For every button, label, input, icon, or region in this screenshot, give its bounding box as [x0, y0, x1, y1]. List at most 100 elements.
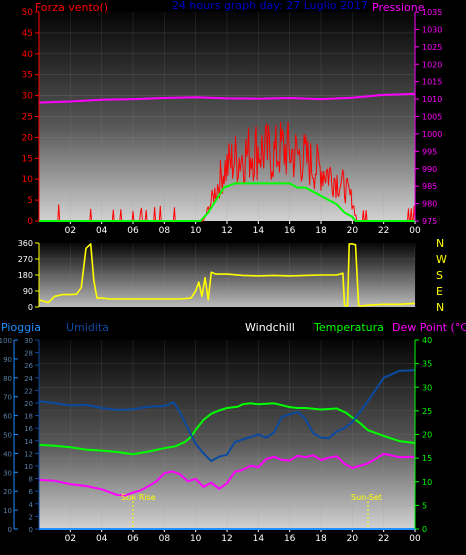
sunset-label: Sun Set: [351, 493, 382, 502]
x-tick-label: 16: [284, 534, 296, 544]
direction-grid: [39, 243, 416, 307]
x-tick-label: 22: [378, 226, 389, 236]
humidity-y-tick-label: 0: [29, 526, 33, 534]
sunset-marker: Sun Set: [351, 493, 382, 529]
pressure-y-tick-label: 1035: [422, 8, 442, 17]
humidity-y-tick-label: 30: [24, 337, 33, 345]
x-tick-label: 10: [190, 534, 202, 544]
rain-y-tick-label: 30: [3, 469, 12, 477]
wind-y-tick-label: 10: [22, 175, 34, 185]
temperature-y-tick-label: 10: [422, 478, 432, 487]
direction-plot-area: [39, 243, 415, 307]
pressure-y-tick-label: 1020: [422, 60, 442, 69]
temperature-legend: Temperatura: [313, 321, 384, 334]
x-tick-label: 16: [284, 226, 296, 236]
pressure-y-tick-label: 985: [422, 182, 437, 191]
temperature-y-axis: 0 5 10 15 20 25 30 35 40: [415, 336, 432, 534]
dewpoint-line: [38, 452, 416, 497]
humidity-y-tick-label: 12: [24, 450, 33, 458]
temperature-y-tick-label: 15: [422, 454, 432, 463]
pressure-y-tick-label: 995: [422, 147, 437, 156]
x-tick-label: 06: [127, 534, 139, 544]
pressure-y-tick-label: 1010: [422, 95, 442, 104]
wind-y-tick-label: 20: [22, 133, 34, 143]
pressure-y-tick-label: 980: [422, 200, 437, 209]
pressure-y-tick-label: 1015: [422, 78, 442, 87]
compass-label: S: [436, 269, 443, 282]
wind-y-tick-label: 0: [27, 217, 33, 227]
date-title: 24 hours graph day: 27 Luglio 2017: [172, 0, 368, 12]
x-tick-label: 08: [159, 534, 171, 544]
humidity-y-tick-label: 24: [24, 375, 33, 383]
pressure-y-tick-label: 1005: [422, 113, 442, 122]
direction-line: [38, 243, 416, 307]
temp-x-axis: 02 04 06 08 10 12 14 16 18 20 22 00: [65, 529, 421, 544]
x-tick-label: 18: [315, 534, 327, 544]
x-tick-label: 12: [221, 226, 232, 236]
temperature-y-tick-label: 40: [422, 336, 432, 345]
x-tick-label: 20: [347, 534, 359, 544]
temperature-y-tick-label: 5: [422, 501, 427, 510]
humidity-y-tick-label: 18: [24, 413, 33, 421]
humidity-y-tick-label: 14: [24, 438, 33, 446]
temperature-y-tick-label: 30: [422, 383, 432, 392]
compass-label: N: [436, 301, 444, 314]
pressure-y-tick-label: 975: [422, 217, 437, 226]
humidity-y-tick-label: 28: [24, 350, 33, 358]
rain-y-tick-label: 20: [3, 488, 12, 496]
rain-y-tick-label: 60: [3, 413, 12, 421]
x-tick-label: 22: [378, 534, 389, 544]
wind-y-tick-label: 45: [22, 29, 33, 39]
humidity-y-tick-label: 16: [24, 425, 33, 433]
humidity-line: [38, 369, 416, 462]
rain-y-tick-label: 0: [8, 526, 12, 534]
direction-y-tick-label: 90: [23, 287, 33, 296]
humidity-y-tick-label: 2: [29, 513, 33, 521]
wind-pressure-series: [38, 92, 416, 222]
x-tick-label: 20: [347, 226, 359, 236]
pressure-line: [38, 92, 416, 104]
temp-grid: [39, 340, 416, 529]
pressure-y-tick-label: 1000: [422, 130, 442, 139]
wind-y-tick-label: 5: [27, 196, 33, 206]
x-tick-label: 10: [190, 226, 202, 236]
pressure-y-tick-label: 1030: [422, 25, 442, 34]
temperature-y-tick-label: 25: [422, 407, 432, 416]
x-tick-label: 14: [253, 534, 265, 544]
rain-axis-title: Pioggia: [1, 321, 41, 334]
rain-y-tick-label: 100: [0, 337, 12, 345]
humidity-y-tick-label: 26: [24, 362, 33, 370]
humidity-y-tick-label: 6: [29, 488, 34, 496]
pressure-axis-title: Pressione: [372, 1, 425, 14]
x-tick-label: 14: [253, 226, 265, 236]
pressure-y-tick-label: 990: [422, 165, 437, 174]
compass-label: E: [436, 285, 443, 298]
direction-y-tick-label: 0: [28, 303, 33, 312]
dewpoint-legend: Dew Point (°C): [392, 321, 466, 334]
temperature-y-tick-label: 35: [422, 360, 432, 369]
humidity-axis-title: Umidita: [66, 321, 109, 334]
temp-plot-area: [39, 340, 415, 529]
sunrise-label: Sun Rise: [121, 493, 156, 502]
humidity-y-tick-label: 4: [29, 501, 34, 509]
wind-x-axis: 02 04 06 08 10 12 14 16 18 20 22 00: [65, 221, 421, 236]
compass-label: W: [436, 253, 447, 266]
wind-grid: [39, 12, 416, 221]
x-tick-label: 00: [409, 534, 421, 544]
x-tick-label: 12: [221, 534, 232, 544]
humidity-y-tick-label: 20: [24, 400, 33, 408]
compass-label: N: [436, 237, 444, 250]
rain-y-axis: 0 10 20 30 40 50 60 70 80 90 100: [0, 337, 18, 534]
wind-y-tick-label: 30: [22, 92, 34, 102]
wind-y-tick-label: 25: [22, 113, 33, 123]
windchill-legend: Windchill: [245, 321, 295, 334]
rain-y-tick-label: 40: [3, 450, 12, 458]
temp-series: [38, 369, 416, 530]
direction-y-axis: 0 90 180 270 360: [18, 239, 39, 312]
humidity-y-tick-label: 22: [24, 387, 33, 395]
